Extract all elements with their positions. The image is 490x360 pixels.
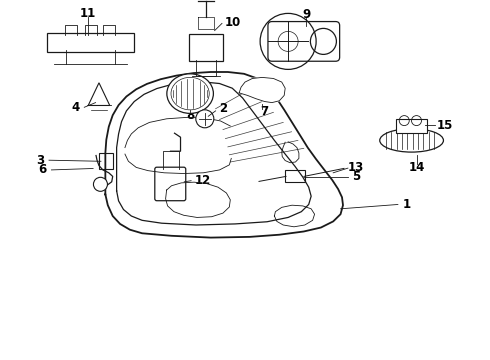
Ellipse shape [380, 129, 443, 152]
Text: 12: 12 [194, 174, 211, 186]
Text: 9: 9 [302, 8, 310, 21]
Circle shape [196, 110, 214, 128]
Text: 6: 6 [39, 163, 47, 176]
Text: 2: 2 [219, 102, 227, 115]
Text: 1: 1 [403, 198, 411, 211]
Text: 10: 10 [224, 16, 241, 29]
Text: 4: 4 [72, 101, 80, 114]
Ellipse shape [167, 74, 214, 113]
Text: 13: 13 [347, 161, 364, 174]
Polygon shape [239, 77, 285, 103]
Text: 7: 7 [261, 105, 269, 118]
Text: 5: 5 [352, 170, 360, 183]
Text: 15: 15 [437, 119, 453, 132]
FancyBboxPatch shape [396, 119, 427, 133]
Polygon shape [105, 72, 343, 238]
Text: 3: 3 [36, 154, 44, 167]
Text: 11: 11 [80, 7, 97, 20]
Circle shape [94, 177, 107, 191]
Text: 8: 8 [186, 109, 194, 122]
Text: 14: 14 [408, 161, 425, 174]
